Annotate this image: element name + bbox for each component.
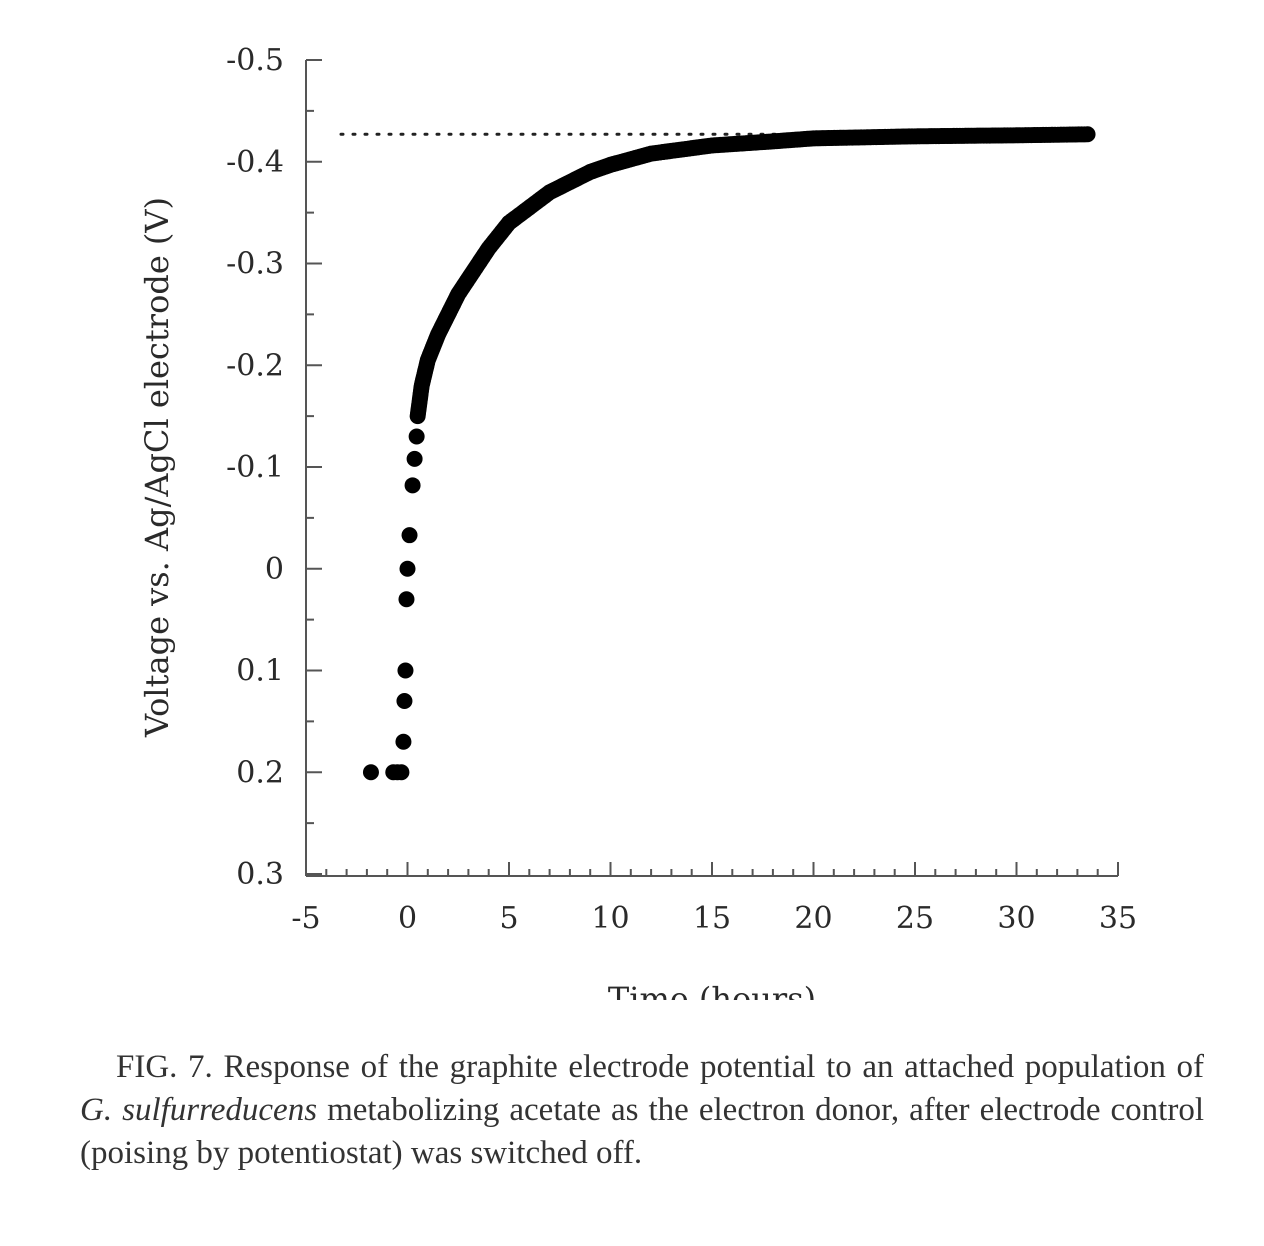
y-tick-label: -0.3 <box>226 247 284 282</box>
chart: -0.5 -0.4 -0.3 -0.2 -0.1 0 0.1 0.2 0.3-5 0 5 10 15 20… <box>138 43 1137 1000</box>
data-point <box>397 662 414 679</box>
x-tick-label: 5 <box>499 901 518 936</box>
data-points <box>362 126 1096 781</box>
figure-caption: FIG. 7. Response of the graphite electro… <box>80 1046 1204 1175</box>
y-tick-label: -0.2 <box>226 348 284 383</box>
data-point <box>362 764 379 781</box>
x-tick-label: -5 <box>291 901 320 936</box>
x-tick-label: 0 <box>398 901 417 936</box>
x-tick-label: 10 <box>591 901 629 936</box>
data-point <box>395 733 412 750</box>
y-tick-label: 0 <box>265 552 284 587</box>
data-point <box>396 693 413 710</box>
x-tick-label: 25 <box>896 901 934 936</box>
data-point <box>399 560 416 577</box>
y-axis-title: Voltage vs. Ag/AgCl electrode (V) <box>138 197 176 738</box>
x-tick-label: 20 <box>794 901 832 936</box>
data-point <box>406 450 423 467</box>
axes-layer: -0.5 -0.4 -0.3 -0.2 -0.1 0 0.1 0.2 0.3-5 0 5 10 15 20… <box>226 43 1137 936</box>
x-tick-label: 15 <box>693 901 731 936</box>
y-tick-label: -0.1 <box>226 450 284 485</box>
data-point <box>398 591 415 608</box>
x-axis-title: Time (hours) <box>608 980 816 1000</box>
y-tick-label: -0.4 <box>226 145 284 180</box>
caption-suffix: metabolizing acetate as the electron don… <box>80 1092 1204 1171</box>
y-tick-label: 0.2 <box>236 755 284 790</box>
data-point <box>393 764 410 781</box>
data-point <box>408 428 425 445</box>
caption-organism: G. sulfurreducens <box>80 1092 318 1128</box>
x-tick-label: 30 <box>997 901 1035 936</box>
y-tick-label: 0.3 <box>236 857 284 892</box>
caption-prefix: FIG. 7. Response of the graphite electro… <box>116 1049 1204 1085</box>
data-point <box>404 477 421 494</box>
data-point <box>1079 126 1096 143</box>
y-tick-label: 0.1 <box>236 654 284 689</box>
y-tick-label: -0.5 <box>226 43 284 78</box>
data-point <box>401 527 418 544</box>
x-tick-label: 35 <box>1099 901 1137 936</box>
